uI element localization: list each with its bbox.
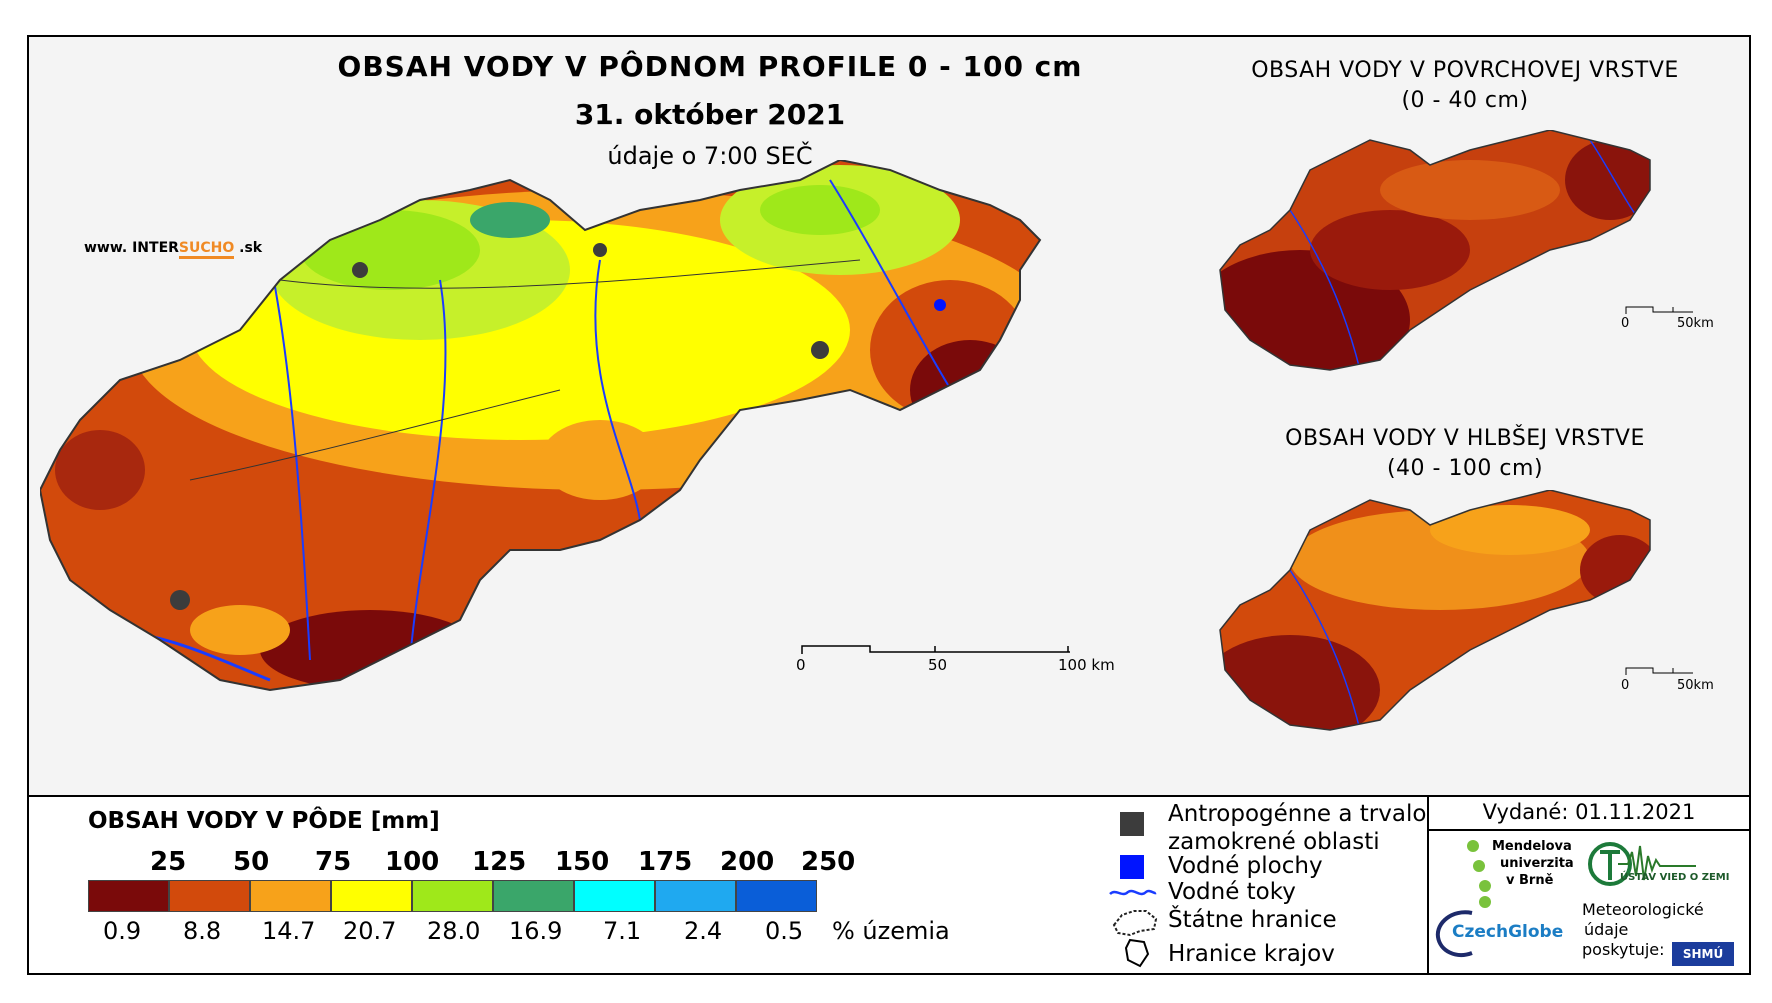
meteo-credit: Meteorologické údaje poskytuje:	[1582, 900, 1704, 960]
deep-layer-title-text: OBSAH VODY V HLBŠEJ VRSTVE	[1285, 426, 1645, 451]
main-soil-map	[40, 160, 1042, 692]
color-swatch	[493, 880, 574, 912]
key-water-bodies: Vodné plochy	[1168, 853, 1323, 879]
class-label: 250	[801, 847, 856, 877]
web-link-prefix: www. INTER	[84, 240, 179, 256]
key-anthropogenic-line2: zamokrené oblasti	[1168, 829, 1380, 855]
meteo-line3: poskytuje:	[1582, 940, 1665, 959]
surface-scale-50: 50km	[1677, 316, 1714, 331]
shmu-text: SHMÚ	[1682, 947, 1724, 961]
deep-scale-bar	[1625, 667, 1693, 675]
czechglobe-logo	[1435, 910, 1473, 957]
class-label: 175	[638, 847, 693, 877]
color-swatch	[574, 880, 655, 912]
meteo-line1: Meteorologické	[1582, 900, 1704, 919]
main-scale-0: 0	[796, 656, 806, 674]
color-swatch	[412, 880, 493, 912]
issued-date: Vydané: 01.11.2021	[1482, 800, 1696, 824]
deep-layer-depth: (40 - 100 cm)	[1386, 456, 1544, 481]
percent-value: 7.1	[603, 917, 642, 945]
mendel-line1: Mendelova	[1492, 839, 1572, 854]
main-scale-100: 100 km	[1058, 656, 1115, 674]
river-line-icon	[1109, 889, 1157, 896]
percent-value: 28.0	[427, 917, 481, 945]
deep-layer-map	[1219, 490, 1651, 731]
percent-value: 8.8	[183, 917, 222, 945]
key-rivers: Vodné toky	[1168, 879, 1296, 905]
percent-value: 0.5	[765, 917, 804, 945]
main-title: OBSAH VODY V PÔDNOM PROFILE 0 - 100 cm	[337, 50, 1083, 83]
deep-layer-title: OBSAH VODY V HLBŠEJ VRSTVE (40 - 100 cm)	[1215, 424, 1715, 484]
region-border-icon	[1124, 938, 1150, 968]
web-link-suffix: .sk	[234, 240, 263, 256]
ustav-vied-o-zemi-logo	[1588, 842, 1696, 886]
surface-layer-title-text: OBSAH VODY V POVRCHOVEJ VRSTVE	[1251, 58, 1679, 83]
map-date: 31. október 2021	[574, 98, 846, 131]
mendel-university-logo	[1467, 840, 1491, 908]
color-swatch	[169, 880, 250, 912]
issued-divider	[1427, 829, 1749, 831]
mendel-line3: v Brně	[1506, 873, 1554, 888]
key-anthropogenic: Antropogénne a trvalo zamokrené oblasti	[1168, 800, 1426, 856]
water-body-swatch	[1120, 855, 1144, 879]
czechglobe-text: CzechGlobe	[1452, 922, 1564, 942]
observation-time: údaje o 7:00 SEČ	[607, 142, 813, 170]
percent-value: 16.9	[509, 917, 563, 945]
color-scale-bar	[88, 880, 817, 912]
legend-title: OBSAH VODY V PÔDE [mm]	[88, 808, 440, 834]
key-region-border: Hranice krajov	[1168, 941, 1335, 967]
color-swatch	[736, 880, 817, 912]
legend-divider	[1427, 795, 1429, 975]
class-label: 25	[150, 847, 187, 877]
shmu-logo: SHMÚ	[1672, 942, 1734, 966]
percent-value: 14.7	[262, 917, 316, 945]
class-label: 200	[720, 847, 775, 877]
state-border-icon	[1112, 910, 1158, 937]
class-label: 50	[233, 847, 270, 877]
anthropogenic-swatch	[1120, 812, 1144, 836]
percent-value: 20.7	[343, 917, 397, 945]
color-swatch	[250, 880, 331, 912]
class-label: 125	[472, 847, 527, 877]
percent-value: 0.9	[103, 917, 142, 945]
meteo-line2: údaje	[1584, 920, 1629, 939]
surface-layer-map	[1219, 130, 1651, 371]
web-link[interactable]: www. INTERSUCHO .sk	[84, 240, 263, 259]
class-label: 100	[385, 847, 440, 877]
class-label: 150	[555, 847, 610, 877]
deep-scale-50: 50km	[1677, 678, 1714, 693]
mendel-line2: univerzita	[1500, 856, 1574, 871]
mendel-university-text: Mendelova univerzita v Brně	[1492, 838, 1574, 889]
percent-value: 2.4	[684, 917, 723, 945]
deep-scale-0: 0	[1621, 678, 1630, 693]
ustav-vied-o-zemi-text: ÚSTAV VIED O ZEMI	[1620, 872, 1730, 883]
web-link-accent: SUCHO	[178, 240, 235, 259]
key-state-border: Štátne hranice	[1168, 907, 1337, 933]
surface-layer-depth: (0 - 40 cm)	[1401, 88, 1529, 113]
surface-scale-0: 0	[1621, 316, 1630, 331]
main-scale-50: 50	[928, 656, 948, 674]
surface-layer-title: OBSAH VODY V POVRCHOVEJ VRSTVE (0 - 40 c…	[1215, 56, 1715, 116]
main-scale-bar	[801, 645, 1070, 654]
surface-scale-bar	[1625, 306, 1693, 314]
class-label: 75	[315, 847, 352, 877]
percent-unit: % územia	[832, 917, 950, 945]
key-anthropogenic-line1: Antropogénne a trvalo	[1168, 801, 1427, 827]
color-swatch	[331, 880, 412, 912]
color-swatch	[88, 880, 169, 912]
color-swatch	[655, 880, 736, 912]
